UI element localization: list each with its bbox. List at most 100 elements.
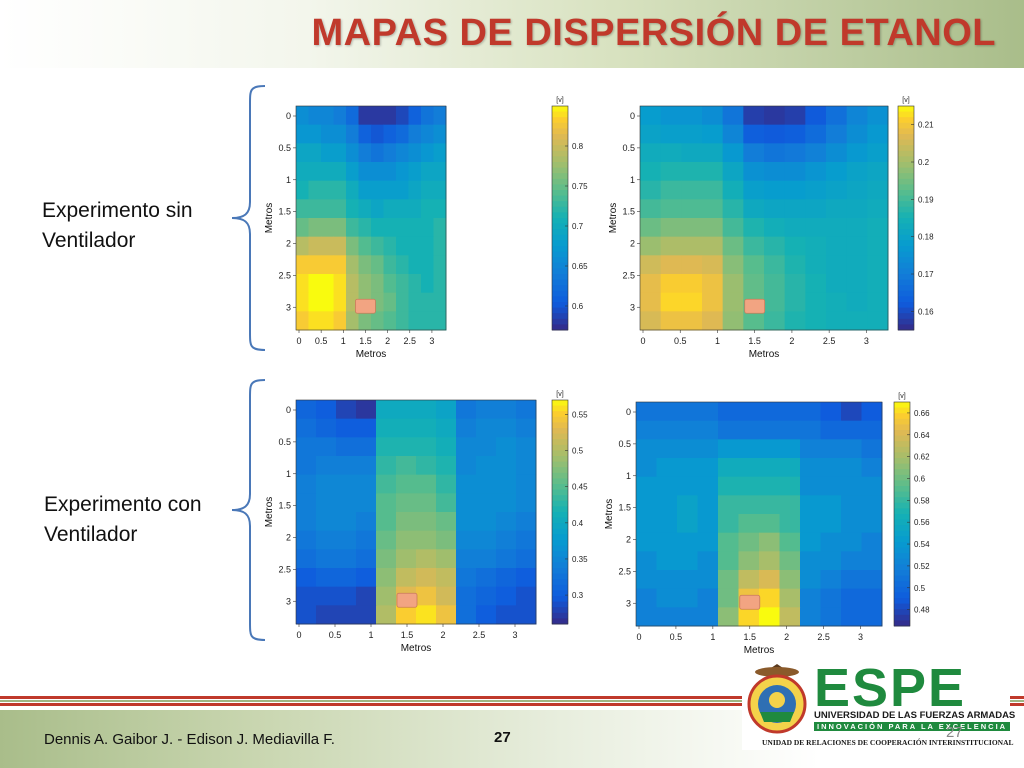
heatmap-cell (456, 568, 477, 588)
colorbar-tick-label: 0.75 (572, 182, 588, 191)
heatmap-cell (636, 551, 657, 571)
heatmap-cell (681, 311, 703, 331)
heatmap-cell (841, 532, 862, 552)
heatmap-cell (336, 605, 357, 625)
heatmap-cell (416, 568, 437, 588)
heatmap-cell (764, 143, 786, 163)
colorbar-segment (552, 422, 568, 429)
heatmap-cell (476, 605, 497, 625)
heatmap-cell (784, 143, 806, 163)
heatmap-cell (867, 236, 889, 256)
heatmap-cell (738, 476, 760, 496)
colorbar-segment (898, 206, 914, 213)
y-tick-label: 2 (286, 533, 291, 543)
heatmap-cell (358, 199, 372, 219)
colorbar-segment (552, 439, 568, 446)
heatmap-cell (867, 311, 889, 331)
heatmap-cell (636, 458, 657, 478)
heatmap-cell (346, 311, 359, 331)
heatmap-cell (408, 274, 422, 294)
heatmap-cell (636, 532, 657, 552)
heatmap-cell (358, 255, 372, 275)
colorbar-tick-label: 0.6 (572, 302, 584, 311)
heatmap-cell (800, 514, 821, 534)
colorbar-segment (898, 218, 914, 225)
colorbar-tick-label: 0.48 (914, 606, 930, 615)
heatmap-cell (433, 255, 447, 275)
colorbar-segment (894, 564, 910, 571)
heatmap-cell (321, 180, 334, 200)
heatmap-cell (396, 311, 409, 331)
heatmap-cell (333, 199, 347, 219)
heatmap-cell (456, 512, 477, 532)
colorbar-tick-label: 0.19 (918, 195, 934, 204)
colorbar-segment (898, 117, 914, 124)
heatmap-cell (846, 106, 868, 126)
colorbar-tick-label: 0.3 (572, 591, 584, 600)
heatmap-cell (316, 530, 337, 550)
heatmap-cell (636, 588, 657, 608)
heatmap-cell (408, 180, 422, 200)
heatmap-cell (356, 568, 377, 588)
heatmap-cell (805, 106, 827, 126)
heatmap-cell (640, 162, 662, 182)
espe-logo: ESPE UNIVERSIDAD DE LAS FUERZAS ARMADAS … (742, 658, 1015, 750)
colorbar-tick-label: 0.7 (572, 222, 584, 231)
heatmap-cell (805, 199, 827, 219)
heatmap-cell (677, 476, 698, 496)
heatmap-cell (820, 402, 842, 422)
heatmap-cell (826, 199, 848, 219)
y-tick-label: 2 (286, 239, 291, 249)
row-label-line-1: Experimento sin (42, 199, 193, 222)
heatmap-cell (456, 549, 477, 569)
heatmap-cell (784, 311, 806, 331)
heatmap-cell (308, 180, 322, 200)
heatmap-cell (436, 400, 457, 420)
heatmap-cell (722, 218, 744, 238)
heatmap-cell (697, 532, 719, 552)
header-band (0, 0, 1024, 68)
heatmap-cell (396, 512, 417, 532)
colorbar-segment (552, 234, 568, 241)
heatmap-cell (433, 143, 447, 163)
colorbar-segment (552, 405, 568, 412)
heatmap-cell (640, 106, 662, 126)
colorbar-segment (552, 400, 568, 407)
heatmap-cell (640, 236, 662, 256)
heatmap-cell (805, 274, 827, 294)
heatmap-cell (308, 236, 322, 256)
heatmap-cell (759, 402, 780, 422)
colorbar-segment (552, 495, 568, 502)
colorbar-segment (898, 285, 914, 292)
heatmap-cell (408, 218, 422, 238)
colorbar-segment (894, 598, 910, 605)
heatmap-cell (333, 180, 347, 200)
y-tick-label: 2.5 (278, 270, 291, 280)
heatmap-cell (759, 570, 780, 590)
heatmap-cell (867, 162, 889, 182)
heatmap-cell (743, 162, 765, 182)
heatmap-cell (660, 106, 682, 126)
heatmap-cell (636, 439, 657, 459)
heatmap-cell (296, 199, 309, 219)
heatmap-cell (496, 456, 517, 476)
heatmap-cell (867, 180, 889, 200)
heatmap-cell (702, 255, 724, 275)
colorbar-segment (552, 324, 568, 331)
colorbar-segment (552, 506, 568, 513)
heatmap-cell (656, 402, 678, 422)
heatmap-cell (820, 551, 842, 571)
colorbar-segment (552, 223, 568, 230)
heatmap-cell (496, 605, 517, 625)
heatmap-cell (718, 551, 739, 571)
colorbar-segment (894, 446, 910, 453)
y-tick-label: 3 (626, 598, 631, 608)
colorbar-segment (552, 218, 568, 225)
heatmap-cell (356, 549, 377, 569)
heatmap-cell (718, 532, 739, 552)
heatmap-cell (421, 143, 434, 163)
heatmap-chart: 0 0.5 1 1.5 2 2.5 3 0 0.5 1 1.5 2 2.5 3 Metros Metros 0.… (608, 97, 934, 360)
y-tick-label: 0.5 (278, 143, 291, 153)
colorbar-segment (552, 307, 568, 314)
heatmap-cell (396, 549, 417, 569)
